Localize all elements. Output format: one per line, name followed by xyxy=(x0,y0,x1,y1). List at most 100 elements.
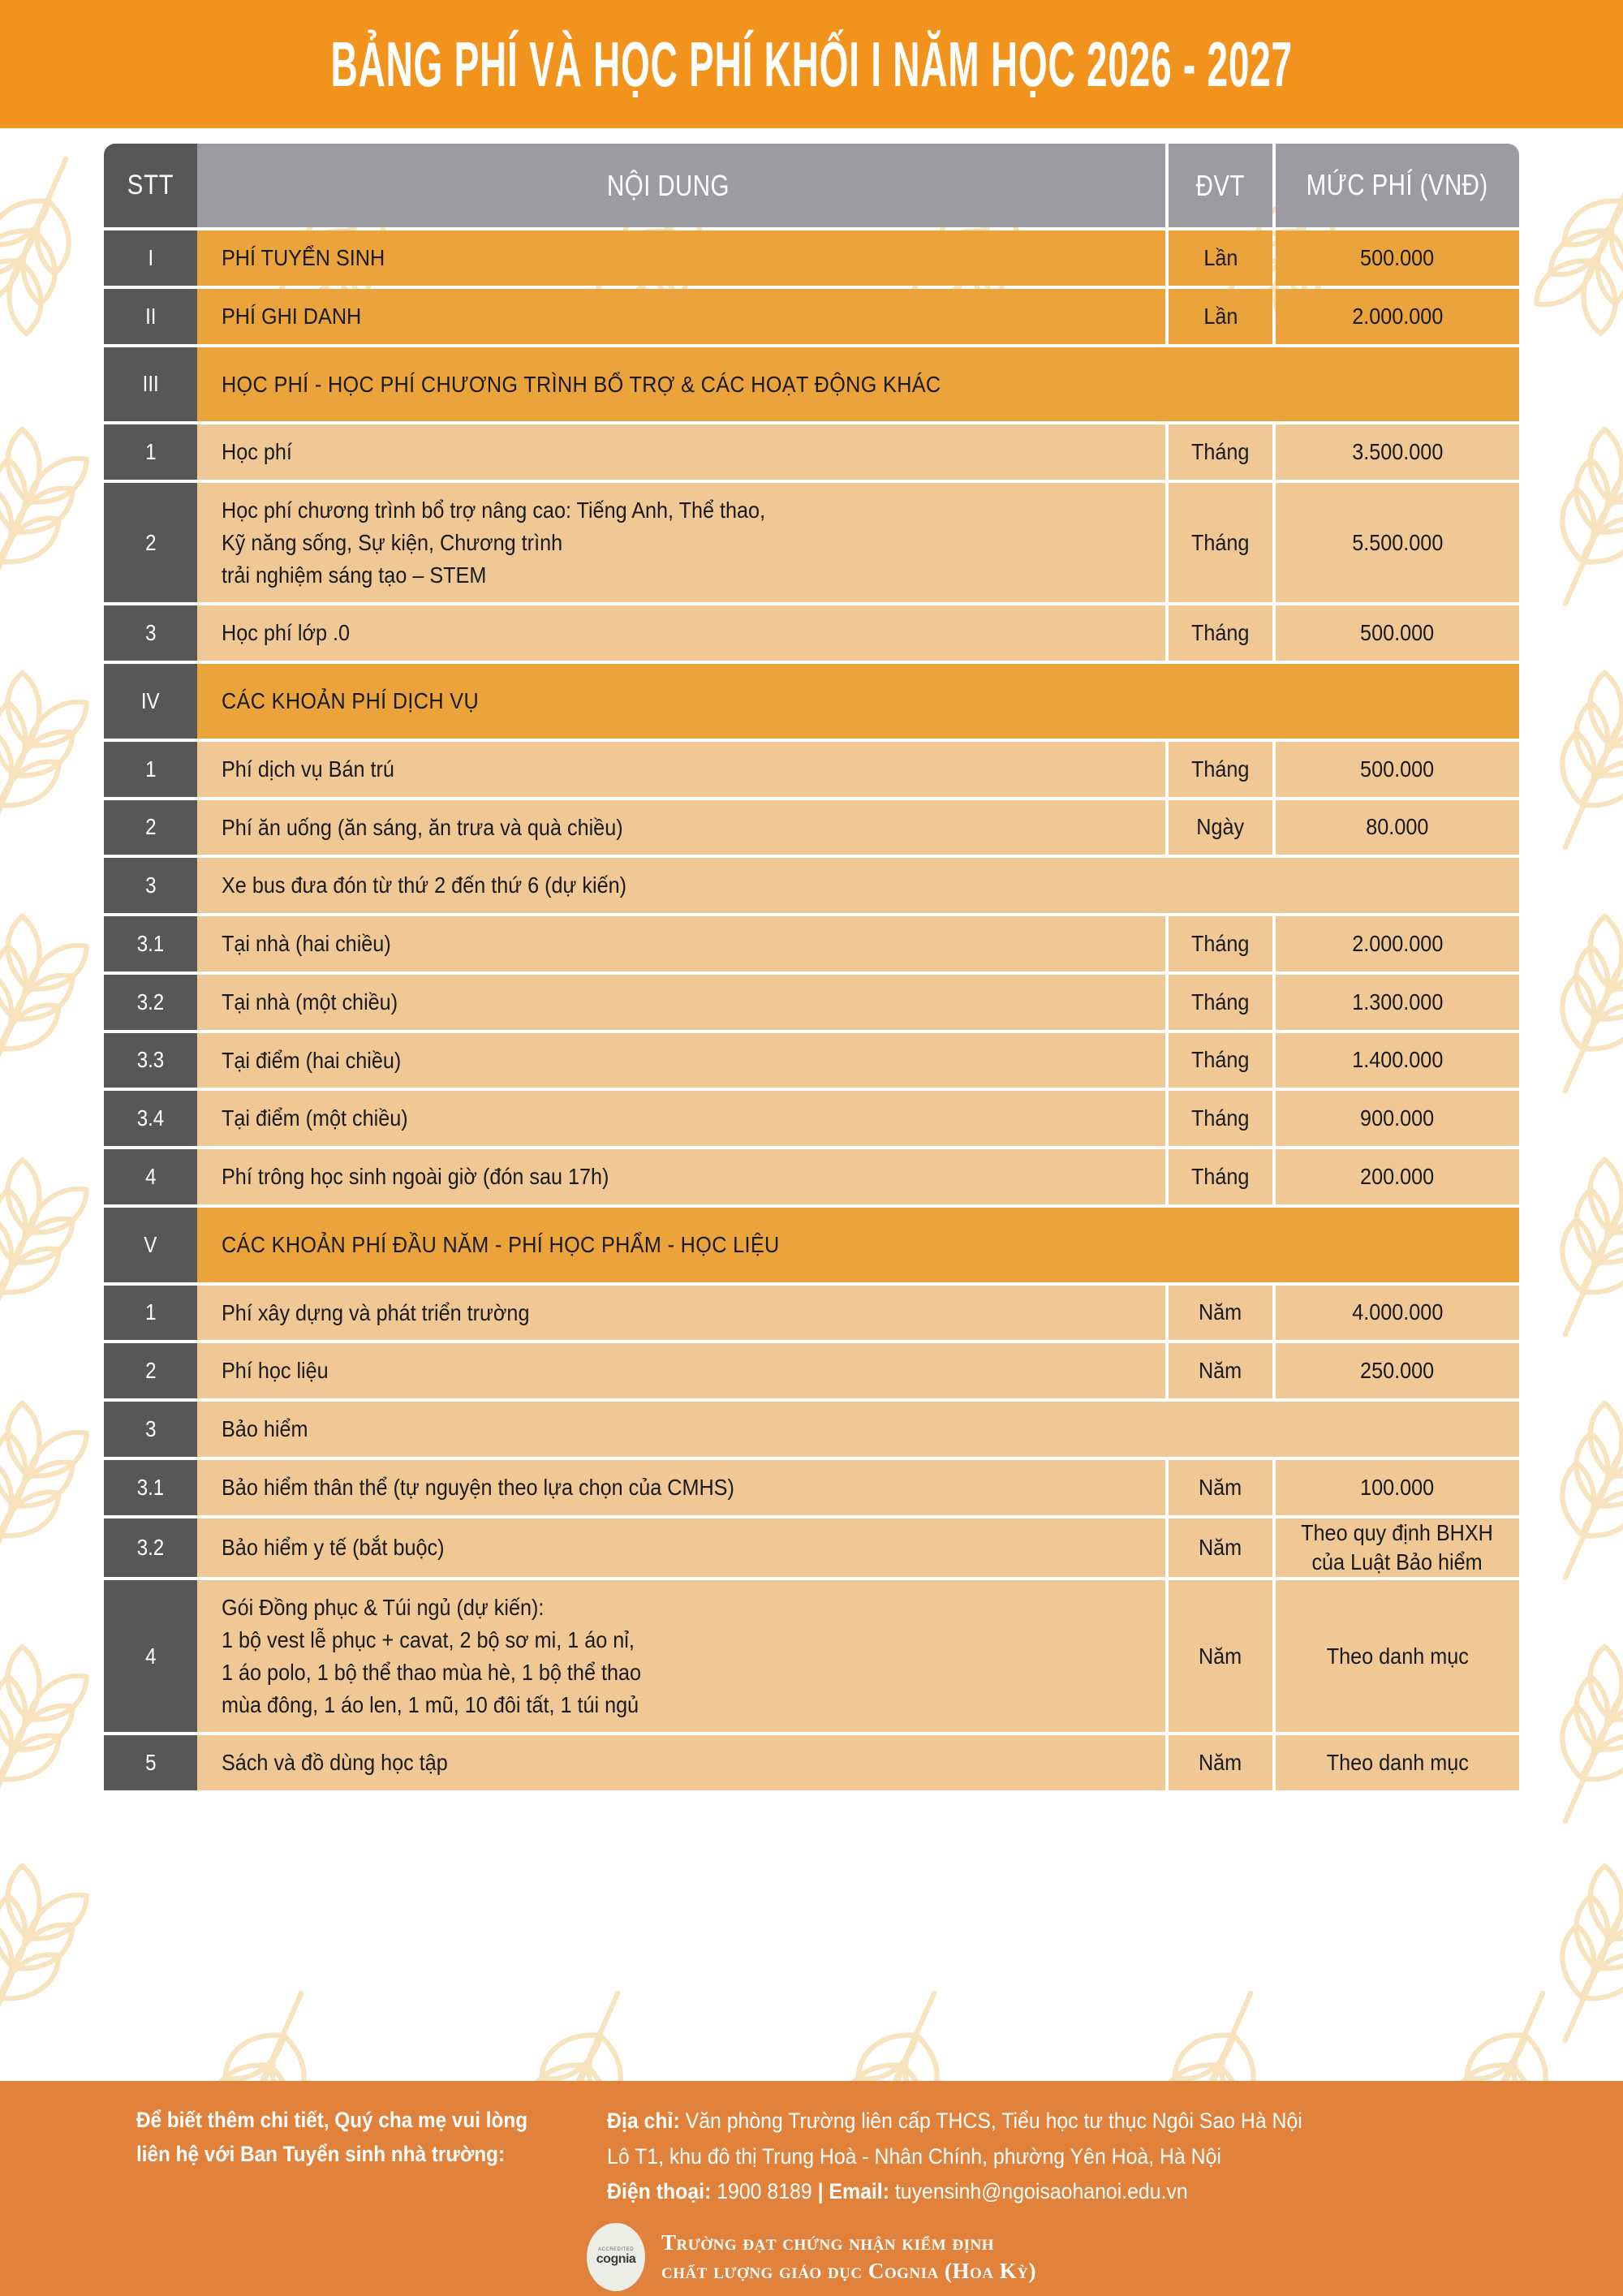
row-index-value: 4 xyxy=(144,1163,157,1189)
row-content-cell: Phí học liệu xyxy=(197,1343,1165,1399)
row-fee-cell: 2.000.000 xyxy=(1276,916,1519,971)
row-unit-value: Năm xyxy=(1199,1535,1242,1560)
row-fee-value: 200.000 xyxy=(1360,1163,1435,1189)
row-content-cell: HỌC PHÍ - HỌC PHÍ CHƯƠNG TRÌNH BỔ TRỢ & … xyxy=(197,347,1519,422)
row-unit-value: Lần xyxy=(1203,303,1238,329)
row-content-cell: Tại nhà (hai chiều) xyxy=(197,916,1165,971)
row-index-value: 2 xyxy=(144,1358,157,1384)
row-content-cell: Học phí xyxy=(197,424,1165,480)
row-index-value: 3 xyxy=(144,620,157,646)
wheat-icon xyxy=(0,666,97,868)
header-cell-content: NỘI DUNG xyxy=(197,144,1165,228)
row-unit-cell: Lần xyxy=(1169,288,1272,344)
row-content-cell: Gói Đồng phục & Túi ngủ (dự kiến): 1 bộ … xyxy=(197,1580,1165,1733)
row-content-value: Học phí lớp .0 xyxy=(222,620,351,646)
row-index-value: 3.4 xyxy=(136,1105,165,1131)
row-fee-cell: 900.000 xyxy=(1276,1091,1519,1147)
phone-value[interactable]: 1900 8189 xyxy=(711,2179,812,2204)
row-unit-cell: Năm xyxy=(1169,1459,1272,1515)
table-row: III HỌC PHÍ - HỌC PHÍ CHƯƠNG TRÌNH BỔ TRỢ… xyxy=(104,347,1519,422)
cognia-seal-logo: ACCREDITED cognia xyxy=(587,2223,646,2291)
row-unit-value: Ngày xyxy=(1196,814,1245,840)
table-row: 2 Học phí chương trình bổ trợ nâng cao: T… xyxy=(104,483,1519,603)
table-row: 3 Bảo hiểm xyxy=(104,1402,1519,1457)
row-fee-cell: 500.000 xyxy=(1276,230,1519,286)
row-content-cell: CÁC KHOẢN PHÍ DỊCH VỤ xyxy=(197,664,1519,739)
wheat-icon xyxy=(0,1859,97,2061)
row-index-cell: 3.1 xyxy=(104,1459,197,1515)
row-content-cell: Bảo hiểm xyxy=(197,1402,1519,1457)
row-fee-value: 2.000.000 xyxy=(1351,303,1444,329)
row-fee-value: 2.000.000 xyxy=(1351,930,1444,956)
row-content-value: Gói Đồng phục & Túi ngủ (dự kiến): 1 bộ … xyxy=(222,1595,642,1717)
row-index-cell: 3.1 xyxy=(104,916,197,971)
row-unit-cell: Năm xyxy=(1169,1343,1272,1399)
row-content-cell: Phí xây dựng và phát triển trường xyxy=(197,1285,1165,1341)
row-content-cell: Phí dịch vụ Bán trú xyxy=(197,741,1165,797)
row-fee-value: 3.500.000 xyxy=(1351,439,1444,465)
table-row: 1 Phí dịch vụ Bán trú Tháng 500.000 xyxy=(104,741,1519,797)
row-content-value: Phí trông học sinh ngoài giờ (đón sau 17… xyxy=(222,1164,609,1190)
wheat-icon xyxy=(1526,422,1623,625)
table-row: 2 Phí học liệu Năm 250.000 xyxy=(104,1343,1519,1399)
row-index-cell: 2 xyxy=(104,483,197,603)
row-index-value: 4 xyxy=(144,1643,157,1669)
accreditation-text: Trường đạt chứng nhận kiểm định chất lượ… xyxy=(661,2229,1036,2285)
row-index-value: V xyxy=(144,1231,157,1257)
row-index-value: 5 xyxy=(144,1750,157,1776)
table-row: 3.2 Tại nhà (một chiều) Tháng 1.300.000 xyxy=(104,974,1519,1030)
row-unit-value: Tháng xyxy=(1191,1163,1250,1189)
row-unit-cell: Tháng xyxy=(1169,605,1272,661)
row-index-value: 3 xyxy=(144,1415,157,1441)
table-row: V CÁC KHOẢN PHÍ ĐẦU NĂM - PHÍ HỌC PHẨM - … xyxy=(104,1207,1519,1282)
table-row: 5 Sách và đồ dùng học tập Năm Theo danh mục xyxy=(104,1735,1519,1791)
wheat-icon xyxy=(1526,1639,1623,1842)
contact-details: Địa chỉ: Văn phòng Trường liên cấp THCS,… xyxy=(607,2104,1302,2210)
row-unit-cell: Tháng xyxy=(1169,1149,1272,1204)
row-unit-cell: Năm xyxy=(1169,1285,1272,1341)
row-fee-value: 500.000 xyxy=(1360,620,1435,646)
row-fee-value: Theo quy định BHXH của Luật Bảo hiểm xyxy=(1301,1519,1494,1574)
page-title: BẢNG PHÍ VÀ HỌC PHÍ KHỐI I NĂM HỌC 2026 … xyxy=(330,28,1293,100)
table-row: 3 Xe bus đưa đón từ thứ 2 đến thứ 6 (dự k… xyxy=(104,858,1519,914)
row-fee-cell: Theo quy định BHXH của Luật Bảo hiểm xyxy=(1276,1518,1519,1578)
row-index-cell: 5 xyxy=(104,1735,197,1791)
row-fee-value: 80.000 xyxy=(1366,814,1429,840)
row-content-value: Học phí xyxy=(222,439,292,465)
row-unit-cell: Tháng xyxy=(1169,1091,1272,1147)
row-fee-cell: 4.000.000 xyxy=(1276,1285,1519,1341)
row-fee-cell: Theo danh mục xyxy=(1276,1580,1519,1733)
row-content-cell: PHÍ GHI DANH xyxy=(197,288,1165,344)
row-content-cell: Sách và đồ dùng học tập xyxy=(197,1735,1165,1791)
table-body: I PHÍ TUYỂN SINH Lần 500.000 II PHÍ GHI DANH L… xyxy=(104,230,1519,1791)
row-unit-value: Năm xyxy=(1199,1750,1242,1776)
wheat-icon xyxy=(0,909,97,1112)
row-fee-value: Theo danh mục xyxy=(1326,1750,1469,1776)
header-cell-fee: MỨC PHÍ (VNĐ) xyxy=(1276,144,1519,228)
table-row: 4 Phí trông học sinh ngoài giờ (đón sau 1… xyxy=(104,1149,1519,1204)
table-row: IV CÁC KHOẢN PHÍ DỊCH VỤ xyxy=(104,664,1519,739)
email-value[interactable]: tuyensinh@ngoisaohanoi.edu.vn xyxy=(889,2179,1188,2204)
row-fee-cell: 80.000 xyxy=(1276,799,1519,855)
row-fee-cell: 1.400.000 xyxy=(1276,1032,1519,1088)
row-content-value: Phí học liệu xyxy=(222,1358,329,1384)
row-content-value: PHÍ TUYỂN SINH xyxy=(222,245,385,271)
row-content-value: PHÍ GHI DANH xyxy=(222,303,362,329)
row-unit-value: Tháng xyxy=(1191,756,1250,782)
address-line-1: Địa chỉ: Văn phòng Trường liên cấp THCS,… xyxy=(607,2104,1302,2139)
row-index-cell: V xyxy=(104,1207,197,1282)
row-index-cell: 3 xyxy=(104,605,197,661)
address-line-2: Lô T1, khu đô thị Trung Hoà - Nhân Chính… xyxy=(607,2143,1221,2169)
row-index-value: 3.1 xyxy=(136,930,165,956)
row-index-cell: 3.4 xyxy=(104,1091,197,1147)
row-fee-cell: 3.500.000 xyxy=(1276,424,1519,480)
row-content-cell: CÁC KHOẢN PHÍ ĐẦU NĂM - PHÍ HỌC PHẨM - H… xyxy=(197,1207,1519,1282)
row-unit-cell: Năm xyxy=(1169,1518,1272,1578)
accreditation-strip: ACCREDITED cognia Trường đạt chứng nhận … xyxy=(0,2218,1623,2296)
row-index-value: 1 xyxy=(144,1299,157,1325)
row-index-cell: 3.2 xyxy=(104,974,197,1030)
row-fee-value: 4.000.000 xyxy=(1351,1299,1444,1325)
fee-table: STT NỘI DUNG ĐVT MỨC PHÍ (VNĐ) I PHÍ TUYỂ… xyxy=(104,144,1519,1794)
row-index-value: 3.1 xyxy=(136,1474,165,1500)
